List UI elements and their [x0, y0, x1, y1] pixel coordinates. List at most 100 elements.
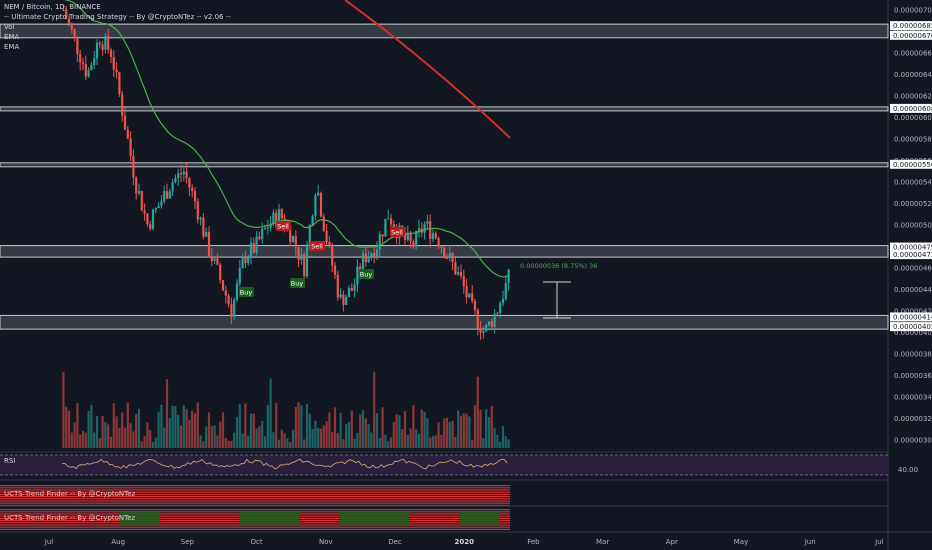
- candle-body[interactable]: [165, 191, 169, 199]
- candle-body[interactable]: [468, 293, 471, 298]
- candle-body[interactable]: [451, 253, 454, 263]
- candle-body[interactable]: [308, 225, 311, 245]
- candle-body[interactable]: [146, 213, 149, 225]
- candle-body[interactable]: [336, 275, 339, 298]
- candle-body[interactable]: [202, 217, 205, 237]
- candle-body[interactable]: [241, 257, 244, 269]
- candle-body[interactable]: [370, 253, 373, 257]
- candle-body[interactable]: [224, 290, 227, 296]
- candle-body[interactable]: [185, 171, 188, 179]
- candle-body[interactable]: [457, 272, 460, 275]
- candle-body[interactable]: [112, 56, 115, 70]
- candle-body[interactable]: [482, 331, 485, 333]
- candle-body[interactable]: [417, 228, 421, 231]
- candle-body[interactable]: [501, 299, 505, 304]
- candle-body[interactable]: [507, 269, 510, 284]
- trend-finder-title-1[interactable]: UCTS Trend Finder -- By @CryptoNTez: [4, 490, 136, 498]
- candle-body[interactable]: [205, 231, 208, 237]
- candle-body[interactable]: [275, 212, 278, 227]
- candle-body[interactable]: [258, 236, 261, 240]
- candle-body[interactable]: [62, 10, 65, 11]
- candle-body[interactable]: [244, 257, 247, 263]
- candle-body[interactable]: [132, 156, 135, 178]
- candle-body[interactable]: [485, 325, 488, 332]
- candle-body[interactable]: [199, 217, 202, 220]
- candle-body[interactable]: [98, 42, 101, 45]
- candle-body[interactable]: [289, 225, 292, 243]
- candle-body[interactable]: [406, 233, 409, 240]
- indicator-ema-2[interactable]: EMA: [4, 43, 20, 51]
- candle-body[interactable]: [171, 182, 174, 192]
- candle-body[interactable]: [160, 201, 163, 206]
- candle-body[interactable]: [291, 236, 295, 243]
- candle-body[interactable]: [154, 207, 157, 210]
- candle-body[interactable]: [347, 287, 351, 297]
- candle-body[interactable]: [429, 221, 432, 240]
- candle-body[interactable]: [384, 218, 387, 237]
- signal-buy-marker[interactable]: [239, 287, 254, 297]
- candle-body[interactable]: [84, 64, 87, 77]
- signal-sell-marker[interactable]: [390, 227, 405, 237]
- candle-body[interactable]: [331, 244, 334, 266]
- candle-body[interactable]: [387, 218, 390, 220]
- candle-body[interactable]: [431, 233, 435, 240]
- signal-sell-marker[interactable]: [310, 241, 325, 251]
- candle-body[interactable]: [261, 228, 264, 240]
- candle-body[interactable]: [448, 253, 451, 259]
- candle-body[interactable]: [317, 192, 320, 196]
- candle-body[interactable]: [300, 254, 303, 260]
- candle-body[interactable]: [255, 236, 258, 253]
- candle-body[interactable]: [227, 295, 230, 305]
- candle-body[interactable]: [412, 241, 415, 247]
- signal-buy-marker[interactable]: [290, 278, 305, 288]
- candle-body[interactable]: [462, 276, 465, 287]
- candle-body[interactable]: [121, 94, 124, 116]
- candle-body[interactable]: [389, 218, 393, 225]
- candle-body[interactable]: [115, 69, 118, 72]
- candle-body[interactable]: [90, 65, 93, 71]
- candle-body[interactable]: [247, 257, 250, 263]
- candle-body[interactable]: [101, 44, 104, 50]
- candle-body[interactable]: [311, 216, 314, 226]
- candle-body[interactable]: [269, 223, 272, 228]
- candle-body[interactable]: [182, 171, 185, 175]
- candle-body[interactable]: [157, 205, 160, 208]
- candle-body[interactable]: [314, 195, 317, 217]
- candle-body[interactable]: [459, 272, 463, 277]
- candle-body[interactable]: [378, 234, 381, 250]
- candle-body[interactable]: [81, 62, 85, 65]
- candle-body[interactable]: [426, 221, 429, 225]
- candle-body[interactable]: [210, 255, 213, 262]
- candle-body[interactable]: [73, 29, 76, 37]
- candle-body[interactable]: [207, 231, 211, 256]
- candle-body[interactable]: [252, 242, 255, 253]
- candle-body[interactable]: [70, 23, 73, 30]
- candle-body[interactable]: [163, 191, 166, 202]
- candle-body[interactable]: [345, 296, 348, 306]
- candle-body[interactable]: [476, 309, 479, 329]
- candle-body[interactable]: [364, 253, 367, 263]
- support-resistance-zone[interactable]: [0, 314, 889, 330]
- candle-body[interactable]: [272, 212, 275, 224]
- candle-body[interactable]: [473, 300, 477, 310]
- candle-body[interactable]: [196, 201, 199, 220]
- candle-body[interactable]: [392, 224, 395, 229]
- candle-body[interactable]: [216, 258, 219, 265]
- candle-body[interactable]: [361, 253, 365, 272]
- candle-body[interactable]: [95, 42, 99, 59]
- candle-body[interactable]: [487, 321, 491, 326]
- candle-body[interactable]: [107, 35, 110, 50]
- indicator-vol[interactable]: Vol: [4, 23, 15, 31]
- candle-body[interactable]: [151, 209, 155, 229]
- candle-body[interactable]: [235, 283, 239, 300]
- candle-body[interactable]: [409, 233, 412, 242]
- candle-body[interactable]: [403, 233, 407, 240]
- candle-body[interactable]: [454, 262, 457, 275]
- candle-body[interactable]: [249, 242, 253, 258]
- rsi-panel-title[interactable]: RSI: [4, 457, 16, 465]
- candle-body[interactable]: [381, 234, 384, 237]
- candle-body[interactable]: [135, 177, 138, 194]
- candle-body[interactable]: [65, 10, 68, 19]
- candle-body[interactable]: [465, 286, 468, 298]
